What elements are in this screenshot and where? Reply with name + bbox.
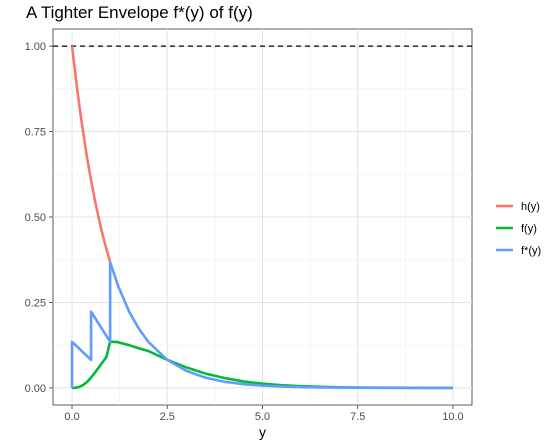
series-line-fy bbox=[70, 260, 453, 390]
x-tick-label: 0.0 bbox=[64, 411, 79, 423]
y-tick-label: 0.25 bbox=[25, 297, 46, 309]
x-axis-label: y bbox=[259, 424, 266, 440]
series-line-hy bbox=[70, 45, 112, 263]
x-tick-label: 10.0 bbox=[442, 411, 463, 423]
x-tick-label: 7.5 bbox=[350, 411, 365, 423]
axes: 0.0 2.5 5.0 7.5 10.0 0.00 0.25 0.50 0.75 1.00 y bbox=[25, 41, 464, 440]
legend-label: f*(y) bbox=[521, 245, 541, 257]
x-tick-label: 5.0 bbox=[255, 411, 270, 423]
y-tick-label: 0.50 bbox=[25, 212, 46, 224]
legend-label: f(y) bbox=[521, 223, 537, 235]
y-tick-label: 1.00 bbox=[25, 41, 46, 53]
y-tick-label: 0.75 bbox=[25, 127, 46, 139]
legend: h(y) f(y) f*(y) bbox=[496, 201, 541, 257]
series-lines bbox=[70, 45, 453, 390]
legend-label: h(y) bbox=[521, 201, 540, 213]
grid-lines bbox=[53, 29, 472, 405]
y-tick-label: 0.00 bbox=[25, 383, 46, 395]
x-tick-label: 2.5 bbox=[160, 411, 175, 423]
chart-title: A Tighter Envelope f*(y) of f(y) bbox=[26, 3, 253, 22]
